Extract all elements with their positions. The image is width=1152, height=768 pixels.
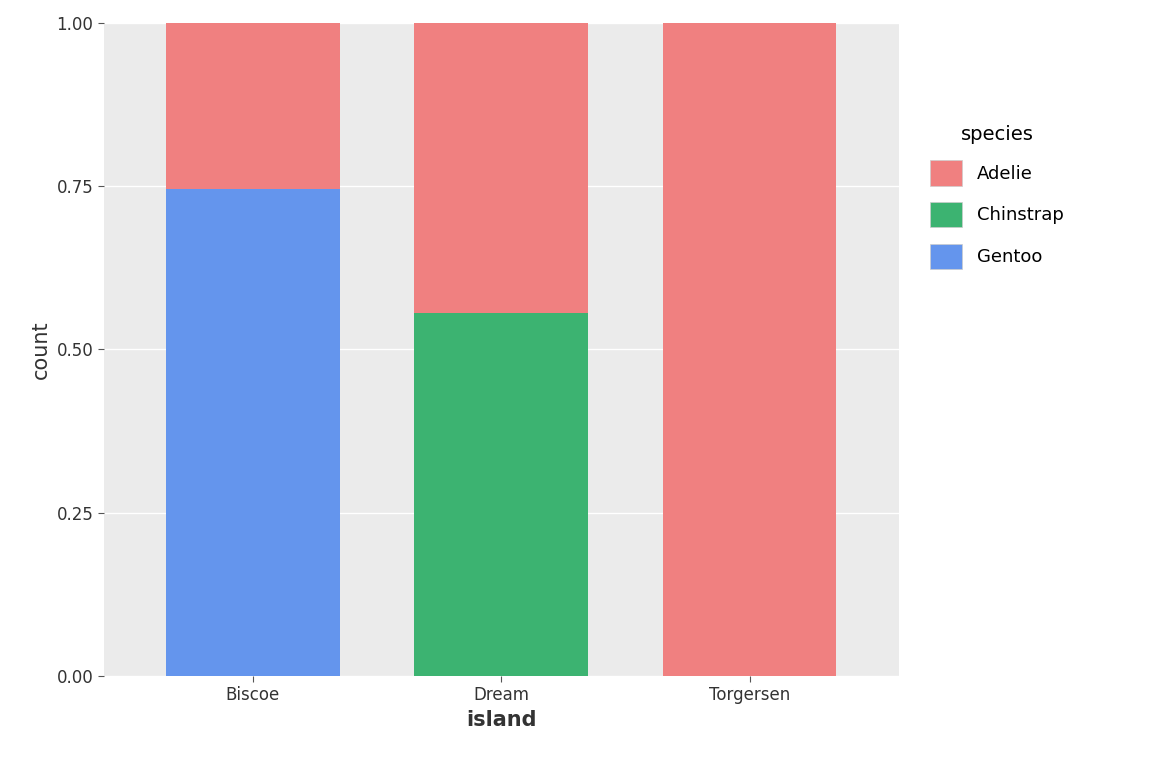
Bar: [662, 23, 836, 676]
X-axis label: island: island: [465, 710, 537, 730]
Bar: [166, 23, 340, 189]
Bar: [415, 313, 588, 676]
Legend: Adelie, Chinstrap, Gentoo: Adelie, Chinstrap, Gentoo: [916, 111, 1078, 283]
Bar: [415, 23, 588, 313]
Y-axis label: count: count: [31, 320, 51, 379]
Bar: [166, 189, 340, 676]
